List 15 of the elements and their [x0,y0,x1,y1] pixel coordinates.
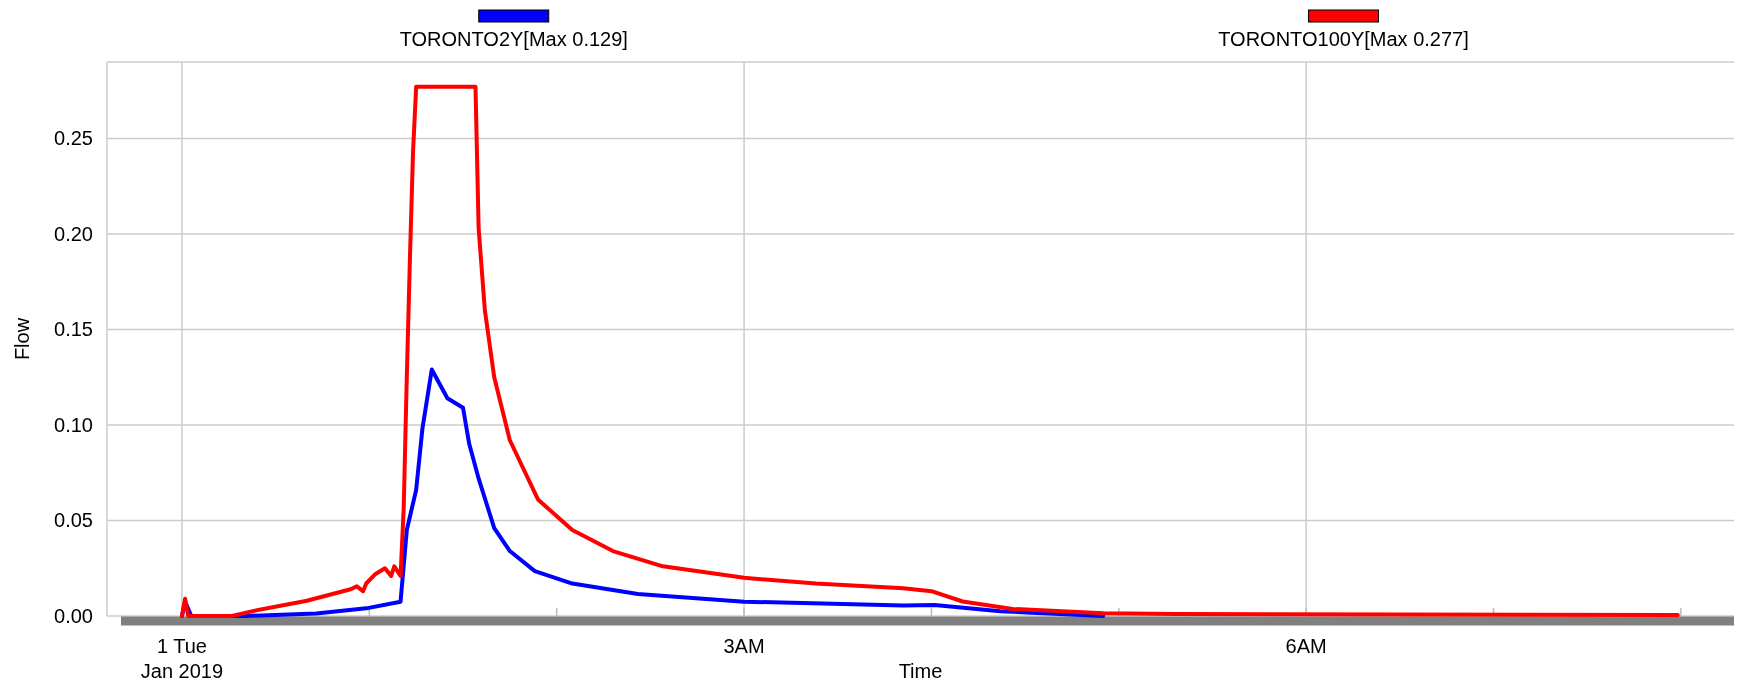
legend-label: TORONTO2Y[Max 0.129] [399,28,628,50]
y-tick-label: 0.25 [54,127,93,150]
y-axis-title: Flow [11,317,33,361]
x-tick-label: 6AM [1285,635,1327,657]
line-series [179,84,1680,618]
y-tick-label: 0.05 [54,509,93,532]
x-tick-label: 3AM [723,635,765,657]
y-tick-label: 0.00 [54,605,93,627]
legend-label: TORONTO100Y[Max 0.277] [1218,28,1469,50]
y-tick-label: 0.20 [54,222,93,245]
x-tick-label: 1 Tue [156,635,207,657]
text: Jan 2019 [140,660,224,682]
y-tick-label: 0.10 [54,413,93,436]
y-tick-label: 0.15 [54,318,93,341]
x-axis-title: Time [898,660,943,682]
